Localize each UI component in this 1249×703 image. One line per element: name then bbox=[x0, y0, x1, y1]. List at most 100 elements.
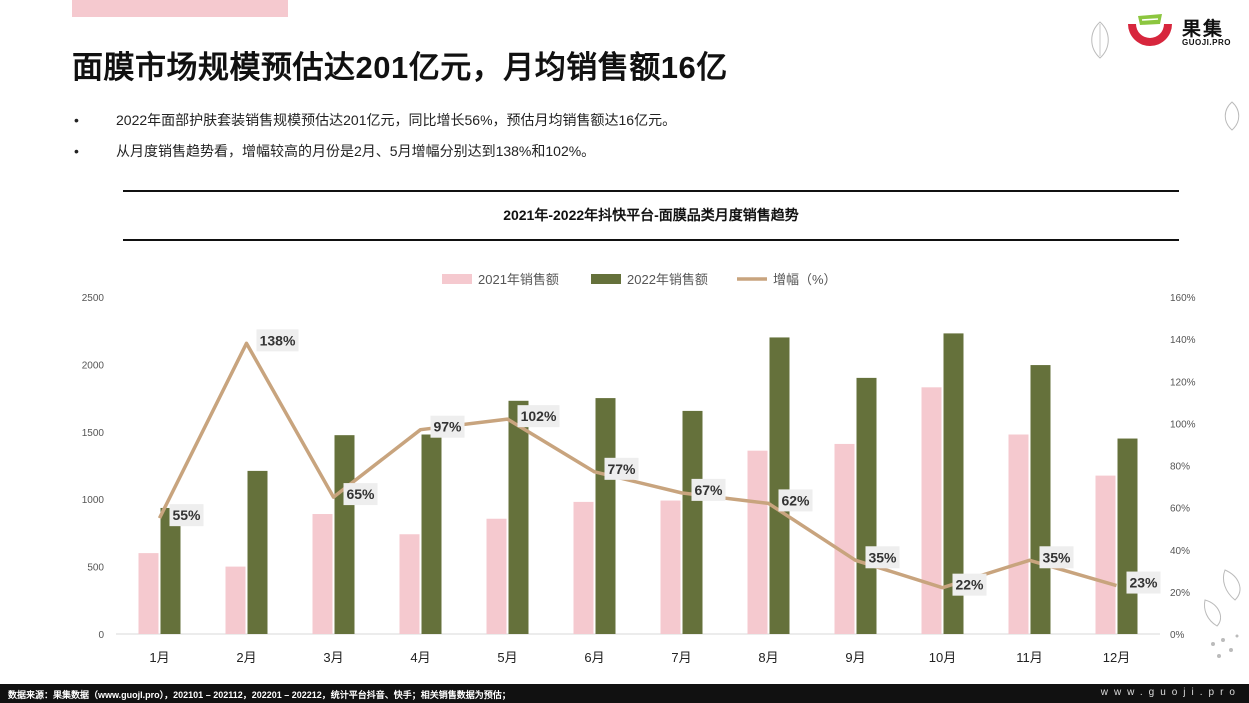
bar-2021 bbox=[834, 443, 855, 634]
bar-2021 bbox=[138, 553, 159, 634]
sales-trend-chart: 0 500 1000 1500 2000 2500 0% 20% 40% 60% 80% 100% 12… bbox=[82, 272, 1196, 665]
growth-data-label: 102% bbox=[521, 408, 557, 424]
chart-title-top-rule bbox=[123, 190, 1179, 192]
chart-title-bottom-rule bbox=[123, 239, 1179, 241]
bullet-mark: • bbox=[74, 143, 79, 159]
left-axis-tick-label: 500 bbox=[87, 563, 104, 574]
legend-label-growth: 增幅（%） bbox=[773, 272, 837, 287]
footer-bar: 数据来源：果集数据（www.guojI.pro），202101 – 202112… bbox=[0, 684, 1249, 703]
growth-data-label: 23% bbox=[1129, 575, 1158, 591]
x-axis-category-label: 3月 bbox=[323, 650, 343, 665]
growth-data-label-bg bbox=[169, 504, 204, 527]
growth-data-label-bg bbox=[1039, 546, 1074, 569]
left-axis-tick-label: 1000 bbox=[82, 495, 105, 506]
legend-swatch-2021 bbox=[442, 274, 472, 284]
x-axis-category-label: 5月 bbox=[497, 650, 517, 665]
left-axis-tick-label: 2000 bbox=[82, 360, 105, 371]
legend-label-2021: 2021年销售额 bbox=[478, 272, 559, 287]
bar-2022 bbox=[334, 435, 355, 634]
bar-2021 bbox=[921, 387, 942, 634]
bar-2022 bbox=[595, 398, 616, 634]
bar-2022 bbox=[682, 410, 703, 634]
right-axis-tick-label: 140% bbox=[1170, 335, 1196, 346]
bullet-mark: • bbox=[74, 112, 79, 128]
growth-data-label: 35% bbox=[1042, 549, 1071, 565]
growth-data-label-bg bbox=[865, 546, 900, 569]
right-axis-tick-label: 100% bbox=[1170, 419, 1196, 430]
bar-2021 bbox=[1008, 434, 1029, 634]
right-axis-tick-label: 160% bbox=[1170, 293, 1196, 304]
x-axis-category-label: 6月 bbox=[584, 650, 604, 665]
bar-2021 bbox=[573, 501, 594, 634]
right-axis-tick-label: 40% bbox=[1170, 546, 1190, 557]
growth-data-label-bg bbox=[430, 415, 465, 438]
growth-data-label-bg bbox=[1126, 571, 1161, 594]
chart-title: 2021年-2022年抖快平台-面膜品类月度销售趋势 bbox=[503, 207, 799, 223]
left-axis-tick-label: 1500 bbox=[82, 428, 105, 439]
growth-data-label-bg bbox=[604, 457, 639, 480]
leaf-decoration-icon bbox=[1224, 101, 1240, 131]
x-axis-category-label: 9月 bbox=[845, 650, 865, 665]
x-axis-category-label: 2月 bbox=[236, 650, 256, 665]
bar-2021 bbox=[486, 518, 507, 634]
growth-data-label: 62% bbox=[781, 492, 810, 508]
logo-url: GUOJI.PRO bbox=[1182, 38, 1231, 47]
bar-2021 bbox=[312, 514, 333, 634]
leaf-decoration-icon bbox=[1091, 21, 1109, 59]
logo-mark-icon bbox=[1128, 14, 1172, 46]
growth-data-label-bg bbox=[691, 478, 726, 501]
growth-data-label-bg bbox=[343, 483, 378, 506]
bar-2022 bbox=[508, 400, 529, 634]
right-axis-tick-label: 0% bbox=[1170, 630, 1185, 641]
bar-2021 bbox=[225, 566, 246, 634]
right-axis-tick-label: 80% bbox=[1170, 462, 1190, 473]
page-title: 面膜市场规模预估达201亿元，月均销售额16亿 bbox=[72, 50, 728, 85]
x-axis-category-label: 10月 bbox=[929, 650, 956, 665]
summary-bullets: • 2022年面部护肤套装销售规模预估达201亿元，同比增长56%，预估月均销售… bbox=[74, 110, 676, 172]
bullet-item: • 从月度销售趋势看，增幅较高的月份是2月、5月增幅分别达到138%和102%。 bbox=[74, 141, 676, 172]
left-axis-tick-label: 2500 bbox=[82, 293, 105, 304]
legend-swatch-2022 bbox=[591, 274, 621, 284]
right-axis-tick-label: 20% bbox=[1170, 588, 1190, 599]
x-axis-category-label: 7月 bbox=[671, 650, 691, 665]
bar-2022 bbox=[856, 377, 877, 634]
growth-data-label-bg bbox=[952, 573, 987, 596]
left-axis-tick-label: 0 bbox=[98, 630, 104, 641]
growth-data-label-bg bbox=[778, 489, 813, 512]
bar-2022 bbox=[1030, 365, 1051, 634]
bullet-text: 从月度销售趋势看，增幅较高的月份是2月、5月增幅分别达到138%和102%。 bbox=[116, 143, 596, 159]
footer-url: www.guoji.pro bbox=[1100, 687, 1241, 698]
x-axis-category-label: 11月 bbox=[1016, 650, 1043, 665]
growth-data-label: 35% bbox=[868, 549, 897, 565]
flower-decoration-icon bbox=[1204, 569, 1241, 658]
growth-data-label: 77% bbox=[607, 461, 636, 477]
growth-data-label: 55% bbox=[172, 507, 201, 523]
brand-logo: 果集 GUOJI.PRO bbox=[1124, 12, 1234, 52]
x-axis-category-label: 1月 bbox=[149, 650, 169, 665]
bar-2022 bbox=[1117, 438, 1138, 634]
growth-data-label: 65% bbox=[346, 486, 375, 502]
footer-source: 数据来源：果集数据（www.guojI.pro），202101 – 202112… bbox=[8, 690, 511, 700]
bar-2021 bbox=[660, 500, 681, 634]
right-axis-tick-label: 60% bbox=[1170, 504, 1190, 515]
growth-data-label: 97% bbox=[433, 419, 462, 435]
growth-data-label: 22% bbox=[955, 577, 984, 593]
x-axis-category-label: 12月 bbox=[1103, 650, 1130, 665]
growth-data-label: 67% bbox=[694, 482, 723, 498]
bar-2021 bbox=[747, 450, 768, 634]
x-axis-category-label: 8月 bbox=[758, 650, 778, 665]
top-accent-bar bbox=[72, 0, 288, 17]
x-axis-category-label: 4月 bbox=[410, 650, 430, 665]
logo-name: 果集 bbox=[1182, 19, 1225, 40]
bar-2022 bbox=[421, 434, 442, 634]
right-axis-tick-label: 120% bbox=[1170, 377, 1196, 388]
growth-data-label-bg bbox=[517, 405, 560, 428]
bullet-text: 2022年面部护肤套装销售规模预估达201亿元，同比增长56%，预估月均销售额达… bbox=[116, 112, 677, 128]
growth-data-label-bg bbox=[256, 329, 299, 352]
legend-label-2022: 2022年销售额 bbox=[627, 272, 708, 287]
bar-2021 bbox=[399, 534, 420, 634]
bar-2021 bbox=[1095, 475, 1116, 634]
bar-2022 bbox=[769, 337, 790, 634]
bar-2022 bbox=[247, 470, 268, 634]
growth-data-label: 138% bbox=[260, 332, 296, 348]
